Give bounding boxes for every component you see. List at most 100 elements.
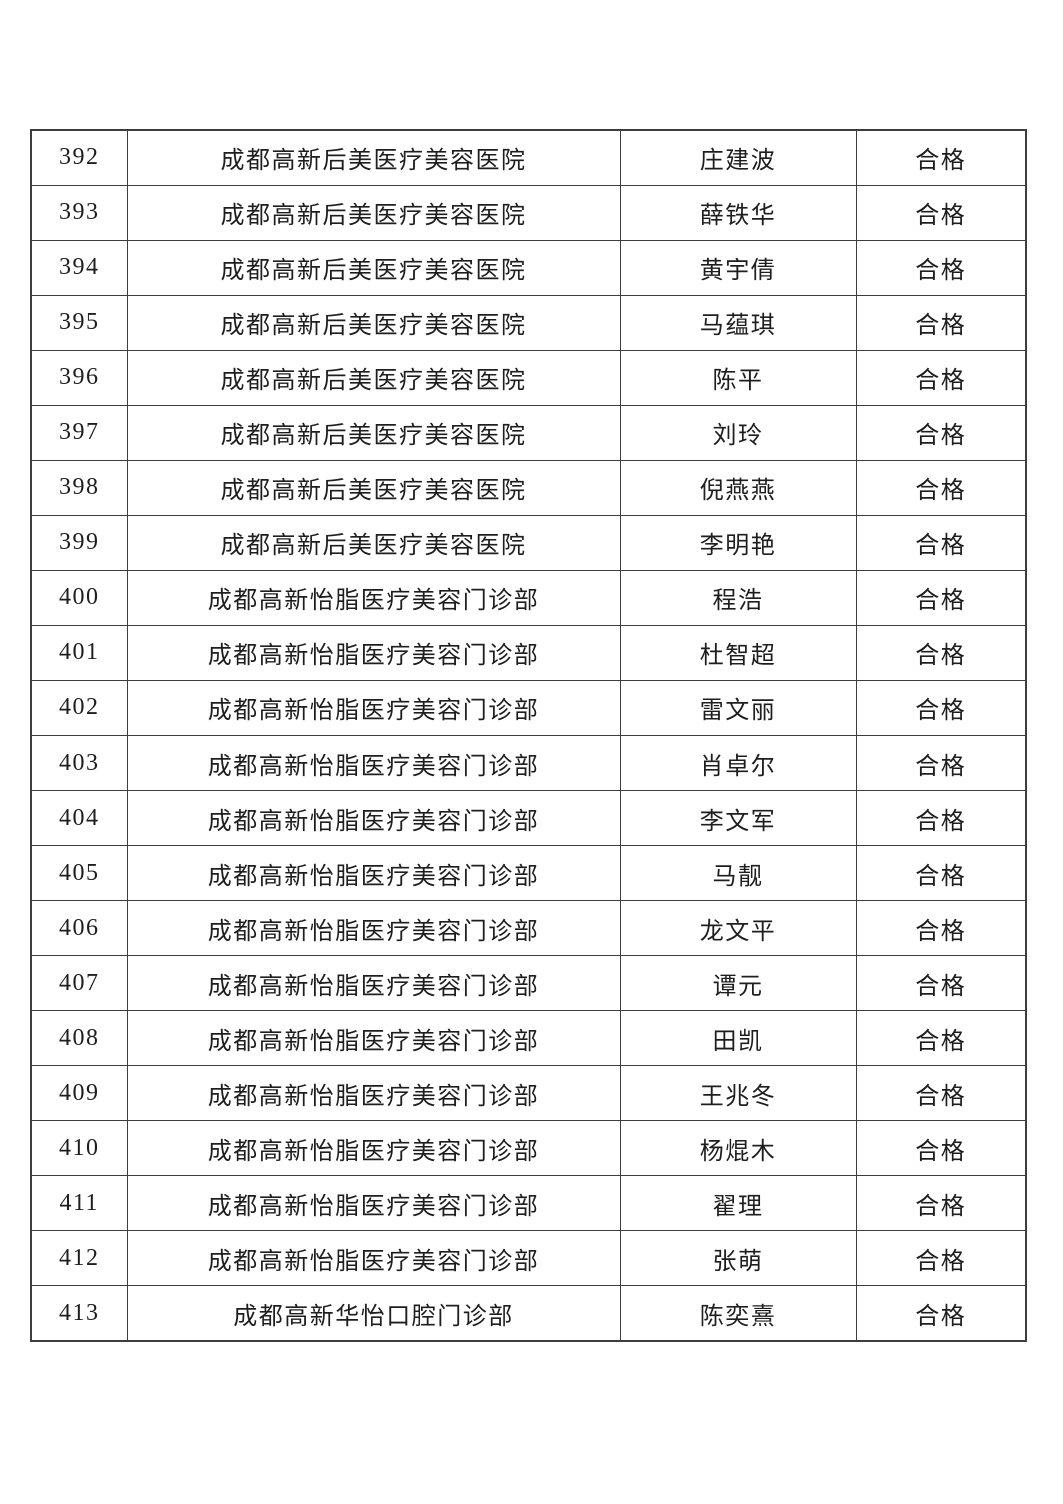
cell-row-number: 392 xyxy=(30,129,128,186)
cell-result-status: 合格 xyxy=(855,404,1027,461)
table-row: 399 成都高新后美医疗美容医院 李明艳 合格 xyxy=(30,514,1027,571)
cell-person-name: 谭元 xyxy=(619,955,857,1012)
table-row: 410 成都高新怡脂医疗美容门诊部 杨焜木 合格 xyxy=(30,1120,1027,1177)
table-row: 398 成都高新后美医疗美容医院 倪燕燕 合格 xyxy=(30,459,1027,516)
cell-institution-name: 成都高新怡脂医疗美容门诊部 xyxy=(126,955,621,1012)
cell-row-number: 400 xyxy=(30,569,128,626)
table-row: 397 成都高新后美医疗美容医院 刘玲 合格 xyxy=(30,404,1027,461)
table-row: 392 成都高新后美医疗美容医院 庄建波 合格 xyxy=(30,129,1027,186)
cell-institution-name: 成都高新怡脂医疗美容门诊部 xyxy=(126,1175,621,1232)
cell-result-status: 合格 xyxy=(855,569,1027,626)
cell-institution-name: 成都高新后美医疗美容医院 xyxy=(126,459,621,516)
table-row: 412 成都高新怡脂医疗美容门诊部 张萌 合格 xyxy=(30,1230,1027,1287)
cell-institution-name: 成都高新怡脂医疗美容门诊部 xyxy=(126,790,621,847)
cell-result-status: 合格 xyxy=(855,955,1027,1012)
cell-institution-name: 成都高新后美医疗美容医院 xyxy=(126,349,621,406)
cell-result-status: 合格 xyxy=(855,845,1027,902)
cell-result-status: 合格 xyxy=(855,1230,1027,1287)
cell-row-number: 399 xyxy=(30,514,128,571)
cell-institution-name: 成都高新怡脂医疗美容门诊部 xyxy=(126,735,621,792)
cell-institution-name: 成都高新后美医疗美容医院 xyxy=(126,129,621,186)
table-row: 393 成都高新后美医疗美容医院 薛铁华 合格 xyxy=(30,184,1027,241)
cell-result-status: 合格 xyxy=(855,1120,1027,1177)
cell-result-status: 合格 xyxy=(855,1065,1027,1122)
cell-row-number: 394 xyxy=(30,239,128,296)
cell-result-status: 合格 xyxy=(855,514,1027,571)
table-row: 396 成都高新后美医疗美容医院 陈平 合格 xyxy=(30,349,1027,406)
cell-person-name: 倪燕燕 xyxy=(619,459,857,516)
cell-person-name: 庄建波 xyxy=(619,129,857,186)
cell-row-number: 408 xyxy=(30,1010,128,1067)
cell-institution-name: 成都高新怡脂医疗美容门诊部 xyxy=(126,679,621,737)
cell-person-name: 雷文丽 xyxy=(619,679,857,737)
table-row: 394 成都高新后美医疗美容医院 黄宇倩 合格 xyxy=(30,239,1027,296)
cell-person-name: 李文军 xyxy=(619,790,857,847)
cell-result-status: 合格 xyxy=(855,459,1027,516)
table-row: 409 成都高新怡脂医疗美容门诊部 王兆冬 合格 xyxy=(30,1065,1027,1122)
cell-result-status: 合格 xyxy=(855,735,1027,792)
cell-person-name: 张萌 xyxy=(619,1230,857,1287)
cell-row-number: 411 xyxy=(30,1175,128,1232)
cell-person-name: 杜智超 xyxy=(619,624,857,681)
table-row: 408 成都高新怡脂医疗美容门诊部 田凯 合格 xyxy=(30,1010,1027,1067)
cell-row-number: 398 xyxy=(30,459,128,516)
cell-person-name: 王兆冬 xyxy=(619,1065,857,1122)
cell-row-number: 404 xyxy=(30,790,128,847)
qualification-results-table: 392 成都高新后美医疗美容医院 庄建波 合格 393 成都高新后美医疗美容医院… xyxy=(30,129,1027,1343)
cell-person-name: 杨焜木 xyxy=(619,1120,857,1177)
cell-result-status: 合格 xyxy=(855,184,1027,241)
table-row: 406 成都高新怡脂医疗美容门诊部 龙文平 合格 xyxy=(30,900,1027,957)
cell-row-number: 405 xyxy=(30,845,128,902)
cell-person-name: 龙文平 xyxy=(619,900,857,957)
cell-row-number: 403 xyxy=(30,735,128,792)
cell-person-name: 肖卓尔 xyxy=(619,735,857,792)
cell-institution-name: 成都高新怡脂医疗美容门诊部 xyxy=(126,1230,621,1287)
cell-result-status: 合格 xyxy=(855,1010,1027,1067)
cell-result-status: 合格 xyxy=(855,294,1027,351)
table-row: 407 成都高新怡脂医疗美容门诊部 谭元 合格 xyxy=(30,955,1027,1012)
cell-person-name: 马靓 xyxy=(619,845,857,902)
cell-row-number: 406 xyxy=(30,900,128,957)
cell-person-name: 陈奕熹 xyxy=(619,1285,857,1342)
cell-row-number: 396 xyxy=(30,349,128,406)
cell-result-status: 合格 xyxy=(855,790,1027,847)
cell-institution-name: 成都高新怡脂医疗美容门诊部 xyxy=(126,1120,621,1177)
cell-institution-name: 成都高新后美医疗美容医院 xyxy=(126,514,621,571)
cell-institution-name: 成都高新后美医疗美容医院 xyxy=(126,294,621,351)
cell-row-number: 395 xyxy=(30,294,128,351)
cell-row-number: 412 xyxy=(30,1230,128,1287)
cell-institution-name: 成都高新华怡口腔门诊部 xyxy=(126,1285,621,1342)
cell-person-name: 马蕴琪 xyxy=(619,294,857,351)
cell-row-number: 407 xyxy=(30,955,128,1012)
cell-institution-name: 成都高新后美医疗美容医院 xyxy=(126,239,621,296)
cell-row-number: 410 xyxy=(30,1120,128,1177)
cell-result-status: 合格 xyxy=(855,1175,1027,1232)
table-row: 400 成都高新怡脂医疗美容门诊部 程浩 合格 xyxy=(30,569,1027,626)
cell-row-number: 402 xyxy=(30,679,128,737)
table-row: 402 成都高新怡脂医疗美容门诊部 雷文丽 合格 xyxy=(30,679,1027,737)
cell-institution-name: 成都高新怡脂医疗美容门诊部 xyxy=(126,845,621,902)
cell-result-status: 合格 xyxy=(855,1285,1027,1342)
cell-result-status: 合格 xyxy=(855,239,1027,296)
table-row: 395 成都高新后美医疗美容医院 马蕴琪 合格 xyxy=(30,294,1027,351)
table-row: 411 成都高新怡脂医疗美容门诊部 翟理 合格 xyxy=(30,1175,1027,1232)
cell-person-name: 翟理 xyxy=(619,1175,857,1232)
cell-row-number: 413 xyxy=(30,1285,128,1342)
cell-person-name: 薛铁华 xyxy=(619,184,857,241)
cell-result-status: 合格 xyxy=(855,624,1027,681)
table-row: 413 成都高新华怡口腔门诊部 陈奕熹 合格 xyxy=(30,1285,1027,1342)
results-table-body: 392 成都高新后美医疗美容医院 庄建波 合格 393 成都高新后美医疗美容医院… xyxy=(30,129,1027,1342)
cell-person-name: 陈平 xyxy=(619,349,857,406)
cell-row-number: 393 xyxy=(30,184,128,241)
cell-institution-name: 成都高新怡脂医疗美容门诊部 xyxy=(126,900,621,957)
table-row: 405 成都高新怡脂医疗美容门诊部 马靓 合格 xyxy=(30,845,1027,902)
cell-institution-name: 成都高新后美医疗美容医院 xyxy=(126,184,621,241)
cell-row-number: 409 xyxy=(30,1065,128,1122)
cell-institution-name: 成都高新怡脂医疗美容门诊部 xyxy=(126,1010,621,1067)
cell-person-name: 黄宇倩 xyxy=(619,239,857,296)
cell-person-name: 李明艳 xyxy=(619,514,857,571)
cell-row-number: 397 xyxy=(30,404,128,461)
table-row: 404 成都高新怡脂医疗美容门诊部 李文军 合格 xyxy=(30,790,1027,847)
cell-result-status: 合格 xyxy=(855,679,1027,737)
